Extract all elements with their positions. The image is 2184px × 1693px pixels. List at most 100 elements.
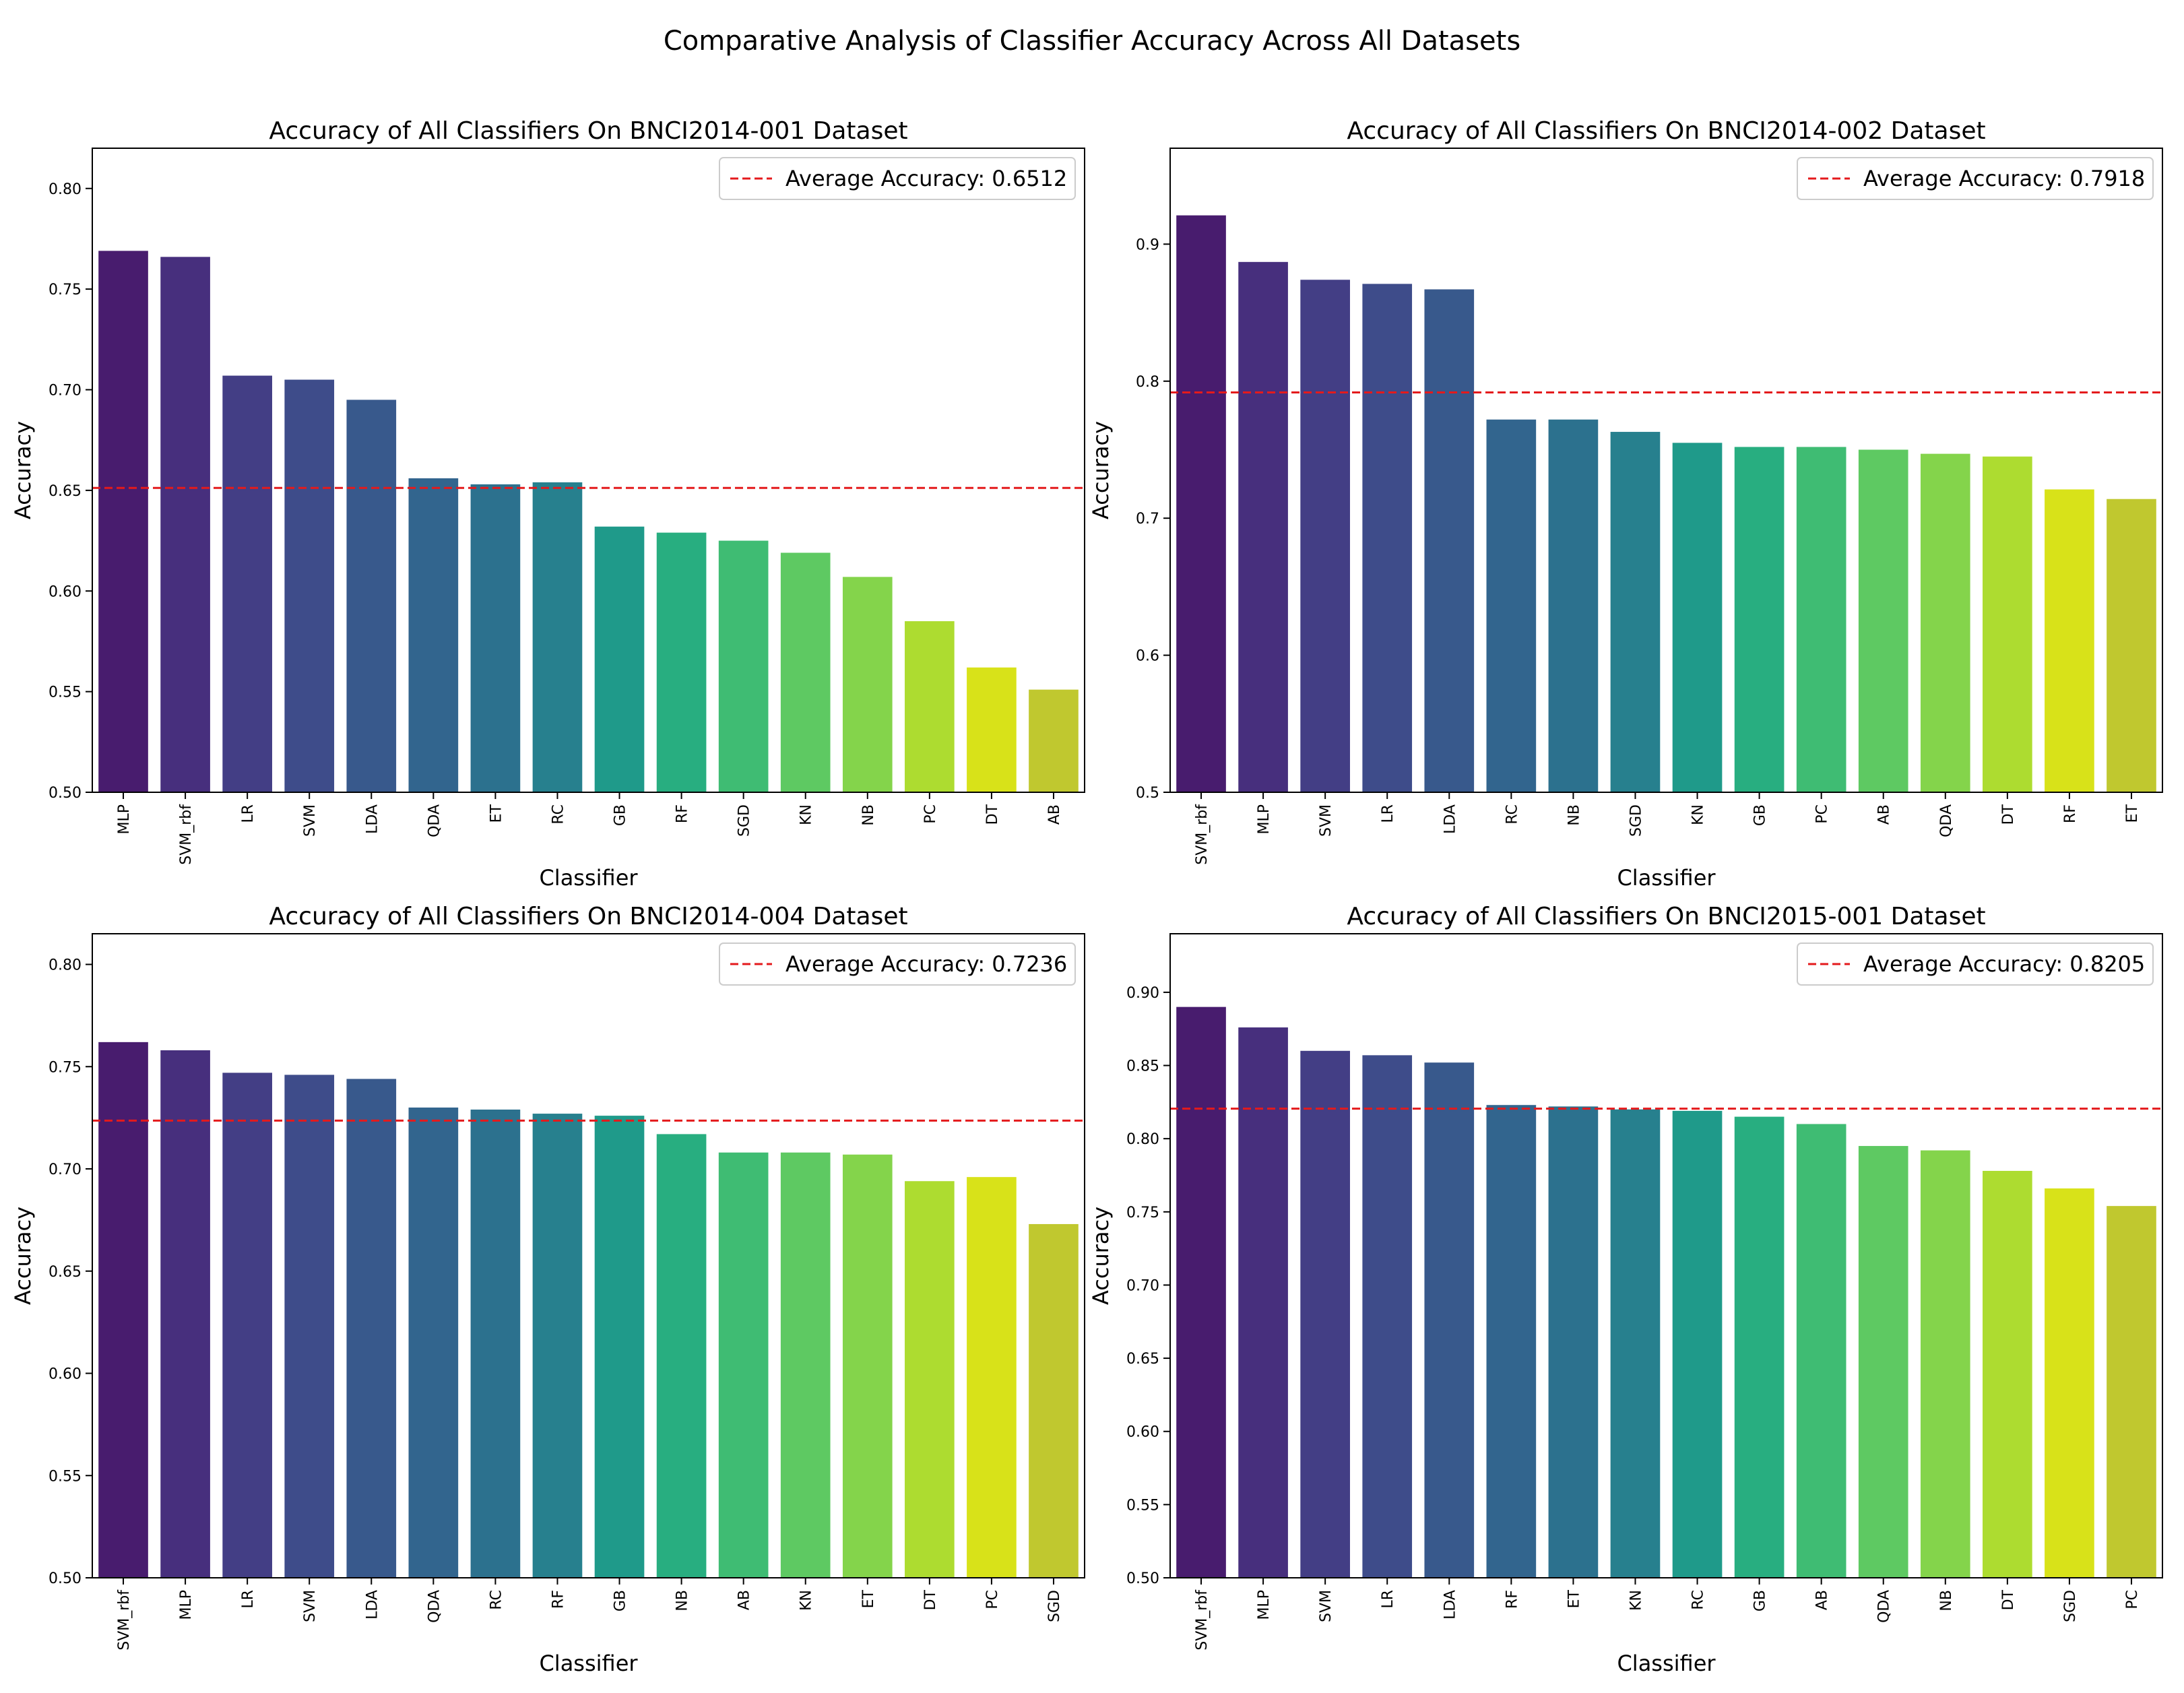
axes-frame: [92, 148, 1085, 793]
x-tick-label: GB: [1752, 1590, 1769, 1611]
bar-ab: [718, 1152, 769, 1578]
y-tick-label: 0.65: [49, 1264, 82, 1281]
legend-label: Average Accuracy: 0.8205: [1863, 951, 2145, 977]
y-tick-label: 0.75: [49, 282, 82, 298]
bar-et: [2107, 499, 2156, 792]
x-tick-label: NB: [860, 804, 877, 826]
bar-pc: [967, 1177, 1017, 1578]
bar-lda: [346, 400, 397, 792]
bar-rf: [1486, 1105, 1537, 1578]
bar-mlp: [98, 251, 148, 792]
bar-lr: [222, 1073, 272, 1578]
x-tick-label: QDA: [426, 804, 443, 837]
bar-kn: [1610, 1109, 1661, 1578]
bar-rc: [1672, 1110, 1723, 1578]
x-tick-label: LDA: [364, 804, 381, 834]
x-tick-label: QDA: [426, 1590, 443, 1623]
chart-title: Accuracy of All Classifiers On BNCI2015-…: [1347, 903, 1985, 930]
x-tick-label: PC: [1814, 804, 1831, 824]
bar-rf: [2045, 489, 2094, 792]
bar-svm: [1300, 280, 1350, 793]
x-tick-label: DT: [922, 1589, 939, 1610]
bar-kn: [780, 1152, 831, 1578]
x-tick-label: NB: [674, 1590, 691, 1611]
bar-pc: [2107, 1206, 2156, 1578]
y-tick-label: 0.80: [1126, 1131, 1159, 1148]
chart-panel-3: 0.50 0.55 0.60 0.65 0.70 0.75 0.80 SVM_rbf MLP LR…: [10, 903, 1085, 1676]
y-tick-label: 0.90: [1126, 985, 1159, 1002]
bar-gb: [594, 1116, 645, 1578]
x-tick-label: MLP: [178, 1590, 195, 1620]
x-tick-label: RF: [2062, 804, 2079, 823]
chart-title: Accuracy of All Classifiers On BNCI2014-…: [269, 903, 907, 930]
y-tick-label: 0.70: [1126, 1277, 1159, 1294]
axes-frame: [92, 933, 1085, 1578]
x-tick-label: ET: [488, 804, 505, 823]
x-tick-label: QDA: [1876, 1590, 1893, 1623]
y-axis-label: Accuracy: [1088, 1207, 1114, 1305]
x-tick-label: RF: [1504, 1590, 1520, 1609]
x-tick-label: AB: [1876, 804, 1893, 825]
x-tick-label: DT: [2000, 1589, 2017, 1610]
y-tick-label: 0.6: [1136, 648, 1159, 665]
x-tick-label: ET: [1566, 1589, 1582, 1608]
bar-rf: [656, 532, 707, 792]
bar-rf: [532, 1114, 583, 1578]
x-axis-label: Classifier: [539, 1651, 638, 1676]
bar-lda: [1424, 289, 1475, 793]
x-tick-label: DT: [984, 804, 1001, 825]
bar-gb: [1734, 447, 1785, 792]
charts-container: 0.50 0.55 0.60 0.65 0.70 0.75 0.80 MLP SVM_rbf LR…: [10, 117, 2163, 1676]
chart-panel-1: 0.50 0.55 0.60 0.65 0.70 0.75 0.80 MLP SVM_rbf LR…: [10, 117, 1085, 891]
y-tick-label: 0.55: [1126, 1497, 1159, 1514]
x-tick-label: RC: [488, 1590, 505, 1610]
x-tick-label: AB: [1046, 804, 1063, 825]
bar-nb: [1920, 1150, 1970, 1578]
bar-rc: [532, 482, 583, 792]
y-tick-label: 0.9: [1136, 236, 1159, 253]
legend-box: [719, 943, 1076, 986]
y-tick-label: 0.70: [49, 1161, 82, 1178]
x-tick-label: GB: [1752, 804, 1769, 826]
bar-sgd: [2045, 1188, 2094, 1578]
bar-ab: [1796, 1124, 1846, 1578]
y-axis-label: Accuracy: [1088, 421, 1114, 519]
x-tick-label: RC: [1690, 1590, 1707, 1610]
bar-dt: [967, 667, 1017, 792]
chart-title: Accuracy of All Classifiers On BNCI2014-…: [1347, 117, 1985, 145]
y-tick-label: 0.60: [49, 1366, 82, 1383]
x-tick-label: NB: [1566, 804, 1582, 826]
y-tick-label: 0.85: [1126, 1058, 1159, 1075]
x-tick-label: MLP: [1256, 804, 1273, 835]
y-tick-label: 0.65: [1126, 1351, 1159, 1368]
bar-sgd: [1029, 1223, 1079, 1578]
bar-svm-rbf: [1176, 1007, 1226, 1578]
bar-lda: [346, 1079, 397, 1578]
bar-kn: [780, 552, 831, 792]
bar-qda: [1858, 1146, 1908, 1578]
y-tick-label: 0.50: [1126, 1570, 1159, 1587]
y-tick-label: 0.60: [1126, 1424, 1159, 1441]
y-tick-label: 0.55: [49, 684, 82, 701]
legend-box: [719, 157, 1076, 200]
y-tick-label: 0.65: [49, 483, 82, 500]
y-tick-label: 0.55: [49, 1468, 82, 1485]
y-tick-label: 0.50: [49, 785, 82, 802]
x-tick-label: NB: [1938, 1590, 1955, 1611]
x-tick-label: PC: [2124, 1590, 2141, 1609]
x-tick-label: SVM: [1318, 1590, 1335, 1622]
bar-nb: [1548, 419, 1599, 792]
x-tick-label: SVM_rbf: [116, 1589, 133, 1651]
bar-ab: [1858, 449, 1908, 792]
bar-nb: [842, 577, 893, 792]
chart-title: Accuracy of All Classifiers On BNCI2014-…: [269, 117, 907, 145]
bar-lr: [222, 375, 272, 792]
x-tick-label: SVM: [302, 1590, 319, 1622]
y-tick-label: 0.50: [49, 1570, 82, 1587]
x-tick-label: RC: [550, 804, 567, 825]
x-tick-label: AB: [1814, 1590, 1831, 1610]
bar-svm: [284, 379, 335, 792]
y-tick-label: 0.5: [1136, 785, 1159, 802]
figure-suptitle: Comparative Analysis of Classifier Accur…: [664, 26, 1520, 57]
bar-pc: [1796, 447, 1846, 792]
